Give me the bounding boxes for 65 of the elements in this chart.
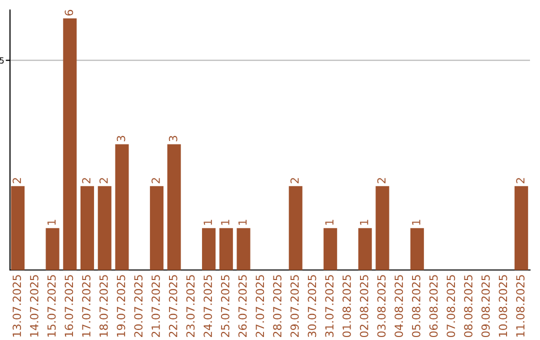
data-label: 2 xyxy=(377,178,386,184)
bar xyxy=(11,186,25,270)
data-label: 1 xyxy=(204,220,212,225)
x-tick-label: 25.07.2025 xyxy=(220,275,230,337)
data-label: 6 xyxy=(64,10,74,16)
data-label: 1 xyxy=(325,220,334,225)
bar xyxy=(80,186,94,270)
data-label: 1 xyxy=(360,220,368,225)
x-tick-label: 07.08.2025 xyxy=(446,275,456,338)
bar xyxy=(46,228,60,270)
data-label: 1 xyxy=(412,220,420,225)
bar xyxy=(410,228,424,270)
x-tick-label: 03.08.2025 xyxy=(377,275,386,338)
bar xyxy=(150,186,164,270)
x-tick-label: 20.07.2025 xyxy=(134,275,143,337)
bar xyxy=(202,228,216,270)
x-tick-label: 28.07.2025 xyxy=(273,275,282,337)
bar xyxy=(115,144,129,270)
data-label: 2 xyxy=(12,178,21,184)
x-tick-label: 15.07.2025 xyxy=(47,275,56,337)
x-tick-label: 05.08.2025 xyxy=(412,275,420,338)
x-tick-label: 24.07.2025 xyxy=(204,275,212,337)
data-label: 3 xyxy=(168,136,178,142)
x-tick-label: 30.07.2025 xyxy=(308,275,316,337)
bar xyxy=(324,228,338,270)
x-tick-label: 21.07.2025 xyxy=(152,275,160,337)
x-tick-label: 23.07.2025 xyxy=(186,275,195,337)
data-label: 2 xyxy=(290,178,299,184)
data-label: 1 xyxy=(238,220,247,225)
bar xyxy=(236,228,250,270)
x-tick-label: 27.07.2025 xyxy=(256,275,264,337)
x-tick-label: 29.07.2025 xyxy=(290,275,299,337)
bar xyxy=(219,228,233,270)
x-tick-label: 19.07.2025 xyxy=(116,275,126,337)
bar xyxy=(514,186,528,270)
bar xyxy=(98,186,112,270)
x-tick-label: 17.07.2025 xyxy=(82,275,90,337)
y-tick-label: 5 xyxy=(0,57,4,64)
x-tick-label: 08.08.2025 xyxy=(464,275,472,338)
x-tick-label: 01.08.2025 xyxy=(342,275,351,338)
x-tick-label: 16.07.2025 xyxy=(64,275,74,337)
x-tick-label: 10.08.2025 xyxy=(498,275,508,337)
x-tick-label: 18.07.2025 xyxy=(99,275,108,337)
x-tick-label: 26.07.2025 xyxy=(238,275,247,337)
data-label: 3 xyxy=(116,136,126,142)
x-tick-label: 11.08.2025 xyxy=(516,275,525,337)
bar xyxy=(63,18,77,270)
bar xyxy=(288,186,302,270)
x-tick-label: 06.08.2025 xyxy=(429,275,438,338)
bar xyxy=(167,144,181,270)
bar xyxy=(376,186,390,270)
x-tick-label: 22.07.2025 xyxy=(168,275,178,337)
data-label: 2 xyxy=(99,178,108,184)
data-label: 1 xyxy=(221,220,230,225)
data-label: 2 xyxy=(152,178,160,184)
x-tick-label: 04.08.2025 xyxy=(394,275,404,338)
data-label: 1 xyxy=(48,220,56,225)
x-tick-label: 14.07.2025 xyxy=(30,275,38,337)
bar xyxy=(358,228,372,270)
x-tick-label: 31.07.2025 xyxy=(325,275,334,337)
x-tick-label: 09.08.2025 xyxy=(481,275,490,338)
x-tick-label: 13.07.2025 xyxy=(12,275,22,337)
x-tick-label: 02.08.2025 xyxy=(360,275,368,338)
data-label: 2 xyxy=(82,178,90,184)
data-label: 2 xyxy=(516,178,524,184)
